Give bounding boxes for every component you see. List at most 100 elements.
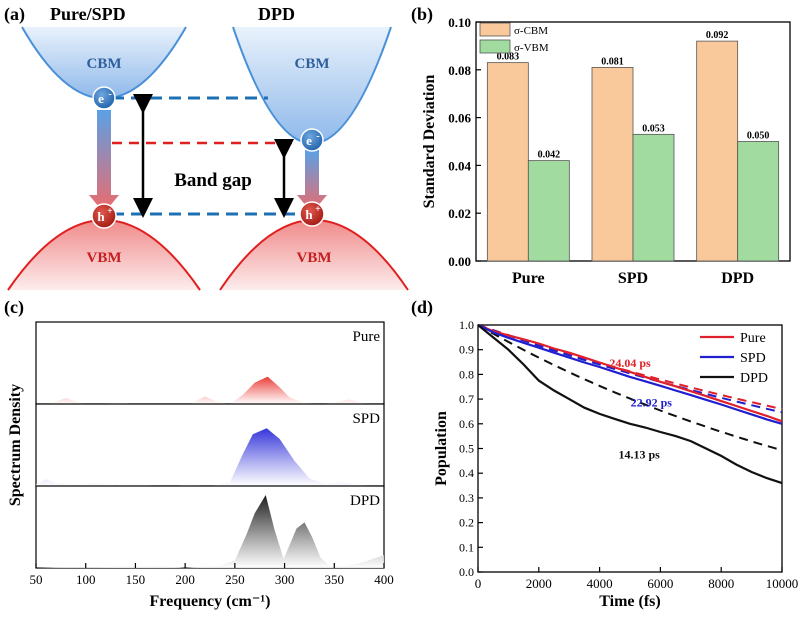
- c-x-tick-label: 150: [126, 572, 146, 587]
- d-fit-label: 14.13 ps: [618, 447, 660, 461]
- b-y-tick-label: 0.08: [448, 63, 471, 78]
- c-x-axis-label: Frequency (cm⁻¹): [150, 593, 271, 610]
- c-spectrum-area-DPD: [36, 495, 384, 568]
- b-bar-value-label: 0.050: [747, 131, 770, 142]
- b-bar-value-label: 0.042: [538, 150, 561, 161]
- d-y-tick-label: 0.3: [459, 491, 474, 505]
- left-hole: h +: [91, 203, 117, 229]
- panel-c-spectrum-chart: (c) Spectrum Density Frequency (cm⁻¹) Pu…: [4, 297, 394, 610]
- b-x-tick-label: SPD: [618, 270, 648, 287]
- d-y-axis-label: Population: [433, 411, 450, 486]
- b-y-axis-label: Standard Deviation: [421, 75, 438, 209]
- c-series-label: DPD: [350, 493, 380, 509]
- c-spectrum-area-Pure: [36, 376, 384, 404]
- panel-label-c: (c): [4, 297, 24, 318]
- d-legend-label: DPD: [740, 371, 768, 386]
- b-y-tick-label: 0.02: [448, 206, 471, 221]
- svg-text:e: e: [306, 133, 312, 148]
- left-electron: e -: [92, 86, 116, 110]
- b-legend-swatch: [479, 39, 511, 54]
- c-x-tick-label: 350: [325, 572, 345, 587]
- b-bar-σ-VBM: [737, 141, 780, 262]
- c-y-axis-label: Spectrum Density: [7, 384, 24, 506]
- c-x-tick-label: 300: [275, 572, 295, 587]
- panel-label-b: (b): [411, 4, 433, 25]
- b-y-tick-label: 0.10: [448, 15, 471, 30]
- right-title: DPD: [258, 4, 295, 24]
- c-spectrum-area-SPD: [36, 428, 384, 486]
- c-series-label: SPD: [352, 411, 380, 427]
- d-y-tick-label: 0.9: [459, 343, 474, 357]
- b-x-tick-label: DPD: [721, 270, 754, 287]
- c-x-tick-label: 100: [76, 572, 96, 587]
- right-vbm-label: VBM: [297, 250, 332, 266]
- panel-d-population-chart: (d) Population Time (fs) 0.0 0.1 0.2 0.3 0.4…: [411, 297, 798, 610]
- svg-text:h: h: [97, 209, 105, 224]
- d-series-line-DPD: [477, 324, 783, 485]
- d-fit-label: 24.04 ps: [609, 356, 651, 370]
- c-x-tick-label: 250: [225, 572, 245, 587]
- b-bar-value-label: 0.053: [642, 123, 665, 134]
- b-x-tick-label: Pure: [512, 270, 545, 287]
- c-subplot-frame: [35, 403, 385, 487]
- c-x-tick-label: 50: [30, 572, 43, 587]
- d-y-tick-label: 1.0: [459, 318, 474, 332]
- d-legend-label: SPD: [740, 351, 766, 366]
- d-y-tick-label: 0.2: [459, 516, 474, 530]
- svg-text:+: +: [107, 206, 113, 217]
- left-title: Pure/SPD: [50, 4, 126, 24]
- left-relaxation-arrow: [89, 110, 119, 213]
- d-y-tick-label: 0.5: [459, 442, 474, 456]
- d-y-tick-label: 0.4: [459, 466, 474, 480]
- d-y-tick-label: 0.6: [459, 417, 474, 431]
- b-legend-swatch: [479, 22, 511, 37]
- d-legend-label: Pure: [740, 331, 766, 346]
- svg-text:-: -: [316, 131, 319, 142]
- right-cbm-label: CBM: [295, 56, 330, 72]
- d-x-tick-label: 10000: [766, 576, 799, 591]
- svg-text:-: -: [108, 89, 111, 100]
- b-bar-value-label: 0.081: [601, 56, 624, 67]
- d-y-tick-label: 0.1: [459, 540, 474, 554]
- b-bar-σ-VBM: [527, 160, 570, 262]
- c-subplot-frame: [35, 321, 385, 405]
- svg-text:e: e: [98, 91, 104, 106]
- b-bar-σ-VBM: [632, 133, 675, 262]
- band-gap-label: Band gap: [174, 170, 252, 191]
- left-vbm-label: VBM: [87, 250, 122, 266]
- d-y-tick-label: 0.0: [459, 565, 474, 579]
- d-y-tick-label: 0.7: [459, 392, 474, 406]
- d-fit-line-SPD fit: [477, 324, 783, 414]
- d-x-tick-label: 6000: [647, 576, 673, 591]
- right-electron: e -: [300, 128, 324, 152]
- panel-b-bar-chart: (b) Standard Deviation 0.00 0.02 0.04 0.06 0…: [411, 4, 791, 287]
- d-x-axis-label: Time (fs): [599, 593, 660, 610]
- b-legend-label: σ-CBM: [514, 25, 548, 37]
- d-x-tick-label: 2000: [526, 576, 552, 591]
- d-series-line-SPD: [477, 324, 783, 425]
- d-x-tick-label: 0: [475, 576, 482, 591]
- svg-text:+: +: [315, 204, 321, 215]
- b-bar-value-label: 0.083: [497, 52, 520, 63]
- b-y-tick-label: 0.00: [448, 254, 471, 269]
- d-y-tick-label: 0.8: [459, 367, 474, 381]
- left-cbm-label: CBM: [87, 56, 122, 72]
- c-x-tick-label: 200: [175, 572, 195, 587]
- d-fit-line-DPD fit: [477, 324, 783, 452]
- b-bar-σ-CBM: [696, 40, 739, 262]
- d-series-line-Pure: [477, 323, 783, 423]
- d-x-tick-label: 4000: [587, 576, 613, 591]
- c-series-label: Pure: [353, 329, 381, 345]
- c-subplot-frame: [35, 485, 385, 569]
- b-legend-label: σ-VBM: [514, 42, 549, 54]
- right-hole: h +: [299, 201, 325, 227]
- b-bar-σ-CBM: [591, 67, 634, 262]
- panel-a-schematic: (a) Pure/SPD DPD CBM CBM VBM VBM Band ga…: [4, 4, 409, 291]
- svg-text:h: h: [305, 207, 313, 222]
- c-x-tick-label: 400: [374, 572, 394, 587]
- b-bar-value-label: 0.092: [706, 30, 729, 41]
- b-y-tick-label: 0.04: [448, 158, 471, 173]
- d-x-tick-label: 8000: [708, 576, 734, 591]
- b-y-tick-label: 0.06: [448, 111, 471, 126]
